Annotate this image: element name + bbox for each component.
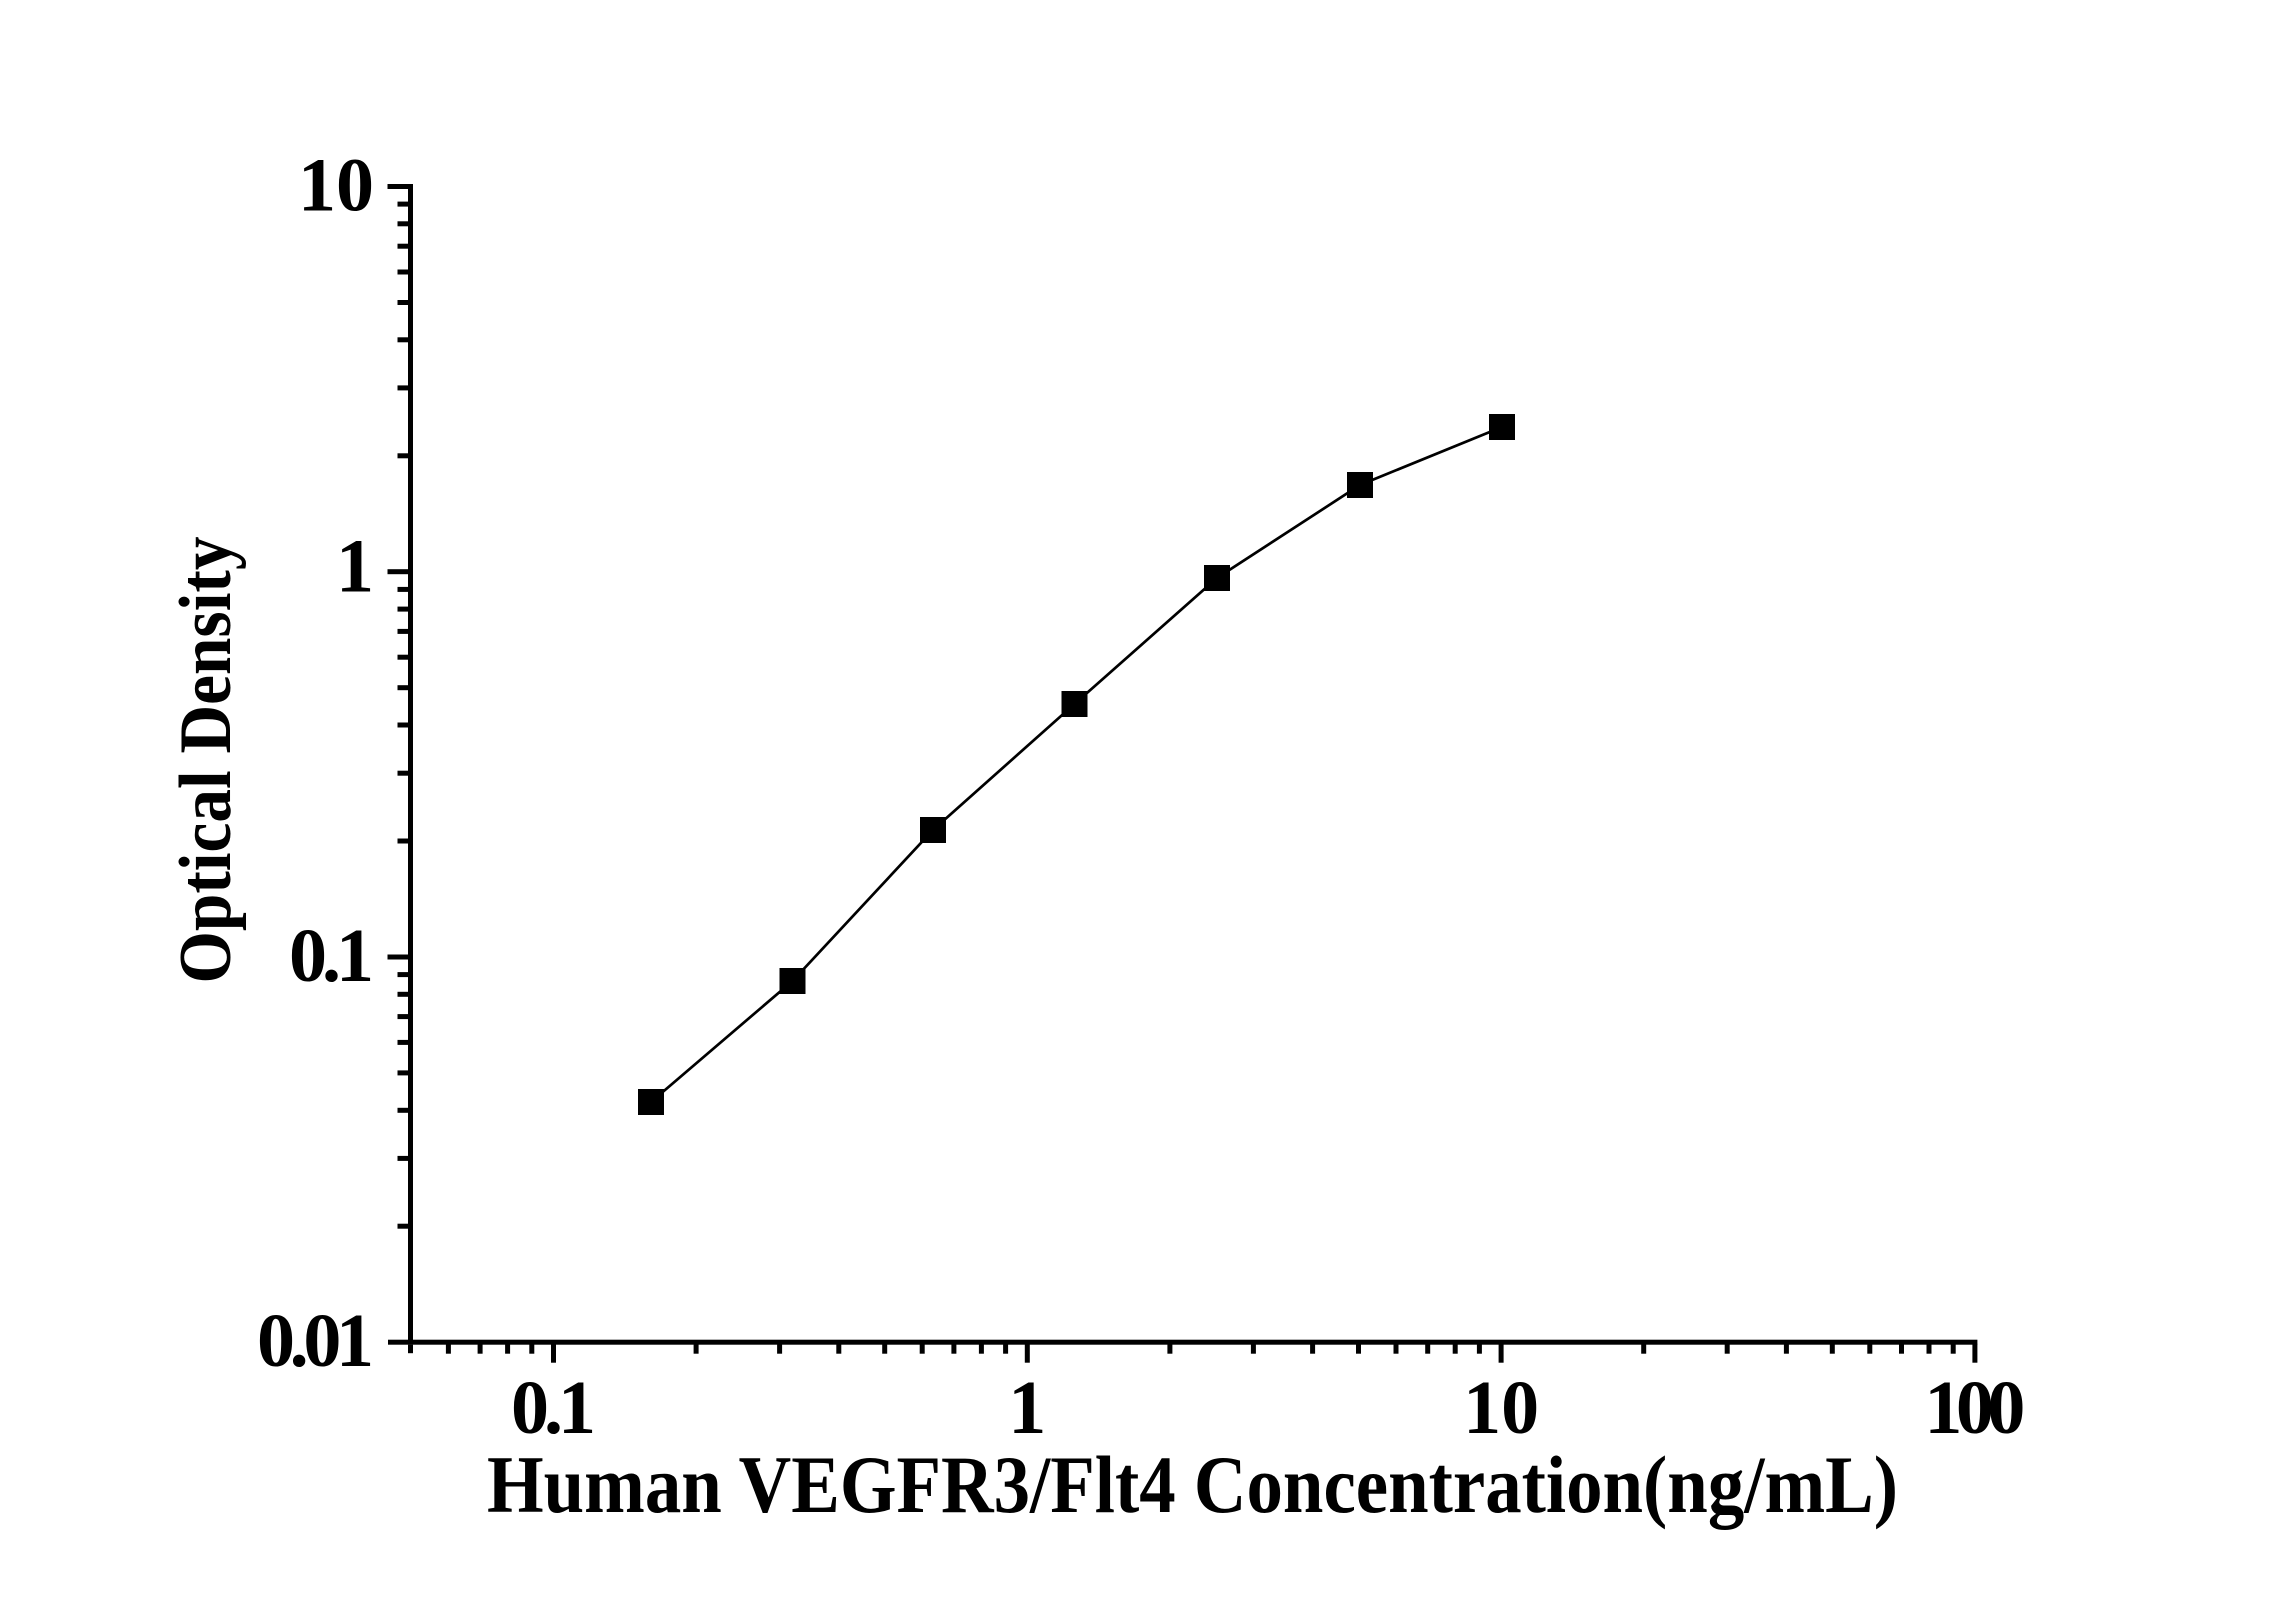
svg-text:1: 1: [336, 525, 374, 609]
svg-text:100: 100: [1924, 1366, 2025, 1450]
svg-text:0.1: 0.1: [511, 1366, 596, 1450]
svg-text:Human VEGFR3/Flt4 Concentratio: Human VEGFR3/Flt4 Concentration(ng/mL): [487, 1439, 1898, 1530]
svg-text:10: 10: [1463, 1366, 1539, 1450]
svg-text:0.01: 0.01: [257, 1299, 374, 1383]
svg-text:10: 10: [298, 143, 374, 227]
svg-text:Optical Density: Optical Density: [165, 537, 247, 984]
svg-text:1: 1: [1008, 1366, 1046, 1450]
svg-text:0.1: 0.1: [289, 914, 374, 998]
